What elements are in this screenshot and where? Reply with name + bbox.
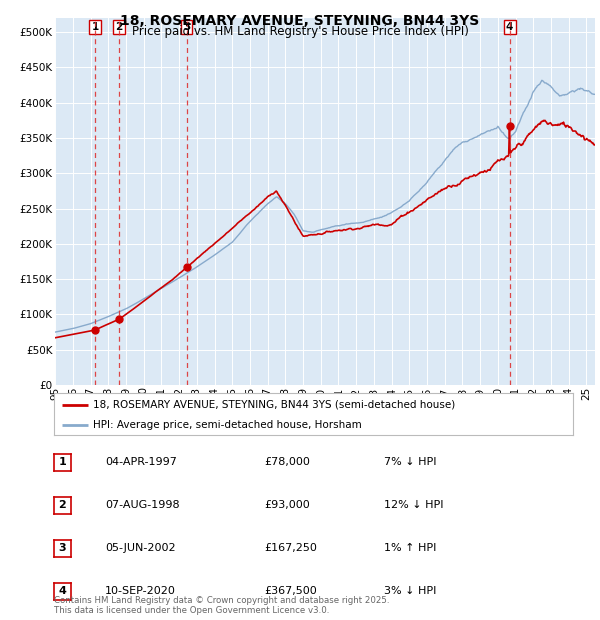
Text: 1% ↑ HPI: 1% ↑ HPI: [384, 543, 436, 553]
Text: HPI: Average price, semi-detached house, Horsham: HPI: Average price, semi-detached house,…: [93, 420, 362, 430]
Text: Price paid vs. HM Land Registry's House Price Index (HPI): Price paid vs. HM Land Registry's House …: [131, 25, 469, 38]
Text: 18, ROSEMARY AVENUE, STEYNING, BN44 3YS (semi-detached house): 18, ROSEMARY AVENUE, STEYNING, BN44 3YS …: [93, 400, 455, 410]
Text: 05-JUN-2002: 05-JUN-2002: [105, 543, 176, 553]
Text: 07-AUG-1998: 07-AUG-1998: [105, 500, 179, 510]
Text: 1: 1: [91, 22, 98, 32]
Text: 2: 2: [115, 22, 122, 32]
Text: 3: 3: [59, 543, 66, 553]
Text: £78,000: £78,000: [264, 457, 310, 467]
Text: 1: 1: [59, 458, 66, 467]
Text: 4: 4: [506, 22, 514, 32]
Text: 4: 4: [58, 587, 67, 596]
Text: Contains HM Land Registry data © Crown copyright and database right 2025.
This d: Contains HM Land Registry data © Crown c…: [54, 596, 389, 615]
Text: 2: 2: [59, 500, 66, 510]
Text: £367,500: £367,500: [264, 586, 317, 596]
Text: £93,000: £93,000: [264, 500, 310, 510]
Text: £167,250: £167,250: [264, 543, 317, 553]
Text: 7% ↓ HPI: 7% ↓ HPI: [384, 457, 437, 467]
Text: 3: 3: [183, 22, 190, 32]
Text: 04-APR-1997: 04-APR-1997: [105, 457, 177, 467]
Text: 12% ↓ HPI: 12% ↓ HPI: [384, 500, 443, 510]
Text: 3% ↓ HPI: 3% ↓ HPI: [384, 586, 436, 596]
Text: 18, ROSEMARY AVENUE, STEYNING, BN44 3YS: 18, ROSEMARY AVENUE, STEYNING, BN44 3YS: [121, 14, 479, 28]
Text: 10-SEP-2020: 10-SEP-2020: [105, 586, 176, 596]
